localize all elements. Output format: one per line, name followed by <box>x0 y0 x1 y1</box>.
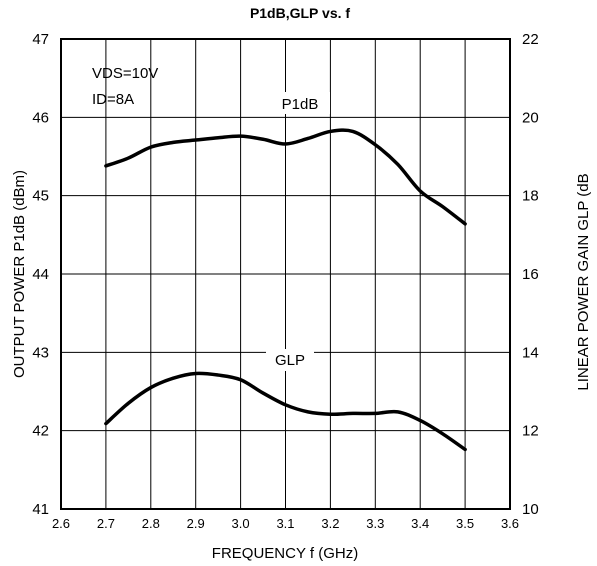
x-tick-label: 3.1 <box>276 516 294 531</box>
x-axis-label: FREQUENCY f (GHz) <box>212 545 358 562</box>
x-tick-label: 2.6 <box>52 516 70 531</box>
right-y-axis-label: LINEAR POWER GAIN GLP (dB <box>575 173 592 390</box>
x-tick-label: 3.2 <box>321 516 339 531</box>
svg-text:GLP: GLP <box>275 352 305 369</box>
left-y-axis: 41 42 43 44 45 46 47 <box>32 31 49 518</box>
x-axis: 2.6 2.7 2.8 2.9 3.0 3.1 3.2 3.3 3.4 3.5 3.6 <box>52 516 519 531</box>
right-y-tick-label: 22 <box>522 31 539 48</box>
left-y-tick-label: 44 <box>32 266 49 283</box>
right-y-tick-label: 16 <box>522 266 539 283</box>
x-tick-label: 3.4 <box>411 516 429 531</box>
left-y-axis-label: OUTPUT POWER P1dB (dBm) <box>11 170 28 378</box>
series-layer <box>104 128 467 452</box>
annotation-vds: VDS=10V <box>92 65 158 82</box>
annotation-id: ID=8A <box>92 91 134 108</box>
right-y-tick-label: 18 <box>522 188 539 205</box>
x-tick-label: 3.5 <box>456 516 474 531</box>
left-y-tick-label: 43 <box>32 344 49 361</box>
series-line-glp <box>104 371 467 452</box>
right-y-tick-label: 20 <box>522 109 539 126</box>
x-tick-label: 2.8 <box>142 516 160 531</box>
series-label-glp: GLP <box>266 349 314 371</box>
x-tick-label: 2.9 <box>187 516 205 531</box>
svg-text:P1dB: P1dB <box>282 96 319 113</box>
left-y-tick-label: 41 <box>32 501 49 518</box>
right-y-axis: 10 12 14 16 18 20 22 <box>522 31 539 518</box>
series-line-p1db <box>104 128 467 226</box>
left-y-tick-label: 47 <box>32 31 49 48</box>
series-label-p1db: P1dB <box>270 92 330 114</box>
right-y-tick-label: 14 <box>522 344 539 361</box>
left-y-tick-label: 45 <box>32 188 49 205</box>
right-y-tick-label: 12 <box>522 423 539 440</box>
x-tick-label: 3.6 <box>501 516 519 531</box>
x-tick-label: 2.7 <box>97 516 115 531</box>
right-y-tick-label: 10 <box>522 501 539 518</box>
left-y-tick-label: 46 <box>32 109 49 126</box>
x-tick-label: 3.0 <box>232 516 250 531</box>
left-y-tick-label: 42 <box>32 423 49 440</box>
chart-title: P1dB,GLP vs. f <box>250 5 350 21</box>
x-tick-label: 3.3 <box>366 516 384 531</box>
